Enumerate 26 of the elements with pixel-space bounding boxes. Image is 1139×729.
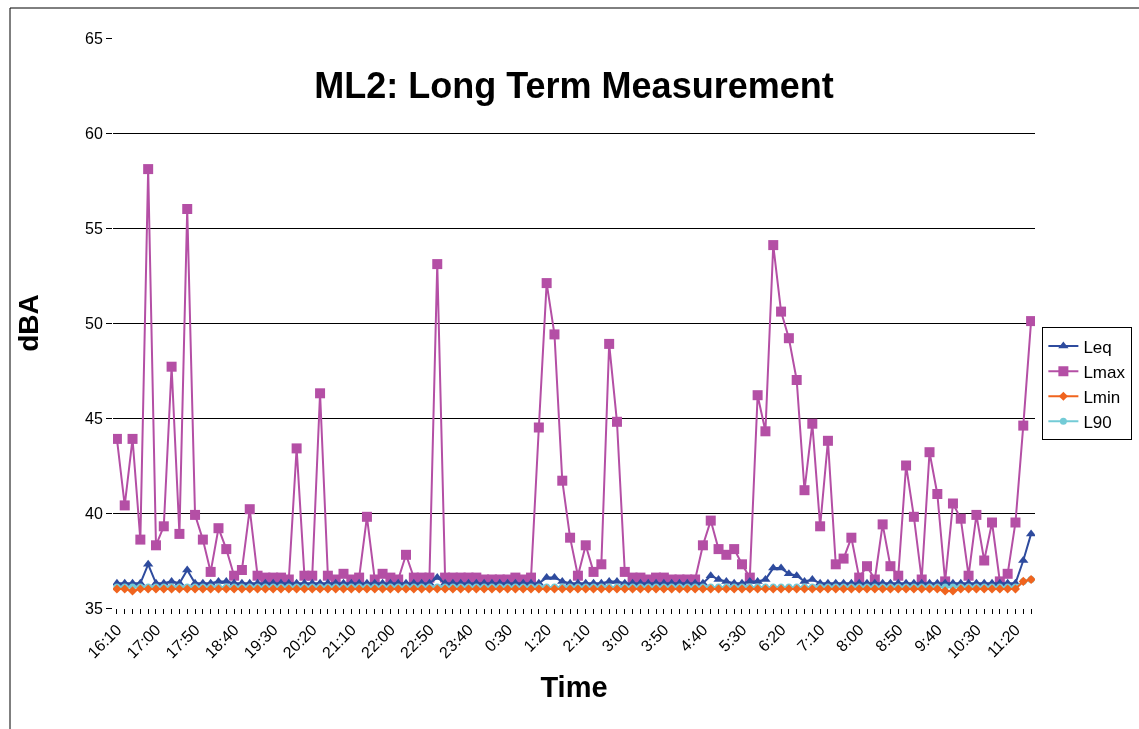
y-tick-label: 65 [85,29,103,47]
x-tick-label: 7:10 [793,620,828,655]
legend-label: L90 [1083,412,1112,432]
y-axis-title: dBA [12,294,44,352]
x-tick-label: 8:50 [872,620,907,655]
x-tick-label: 6:20 [754,620,789,655]
x-axis-title: Time [540,671,608,704]
text: ML2: Long Term Measurement [314,64,834,106]
x-tick-label: 0:30 [481,620,516,655]
x-tick-label: 1:20 [520,620,555,655]
x-tick-label: 8:00 [832,620,868,655]
legend-label: Lmin [1083,387,1121,407]
x-tick-label: 3:50 [637,620,672,655]
x-tick-label: 5:30 [715,620,750,655]
y-tick-label: 40 [85,504,103,522]
legend-label: Lmax [1083,362,1126,382]
legend-label: Leq [1083,337,1112,357]
x-tick-label: 4:40 [676,620,711,655]
x-tick-label: 3:00 [598,620,633,655]
y-tick-label: 50 [85,314,103,332]
x-tick-label: 9:40 [911,620,946,655]
y-tick-label: 55 [85,219,103,237]
y-tick-label: 45 [85,409,103,427]
y-tick-label: 35 [85,599,103,617]
x-tick-label: 2:10 [559,620,594,655]
y-tick-label: 60 [85,124,103,142]
